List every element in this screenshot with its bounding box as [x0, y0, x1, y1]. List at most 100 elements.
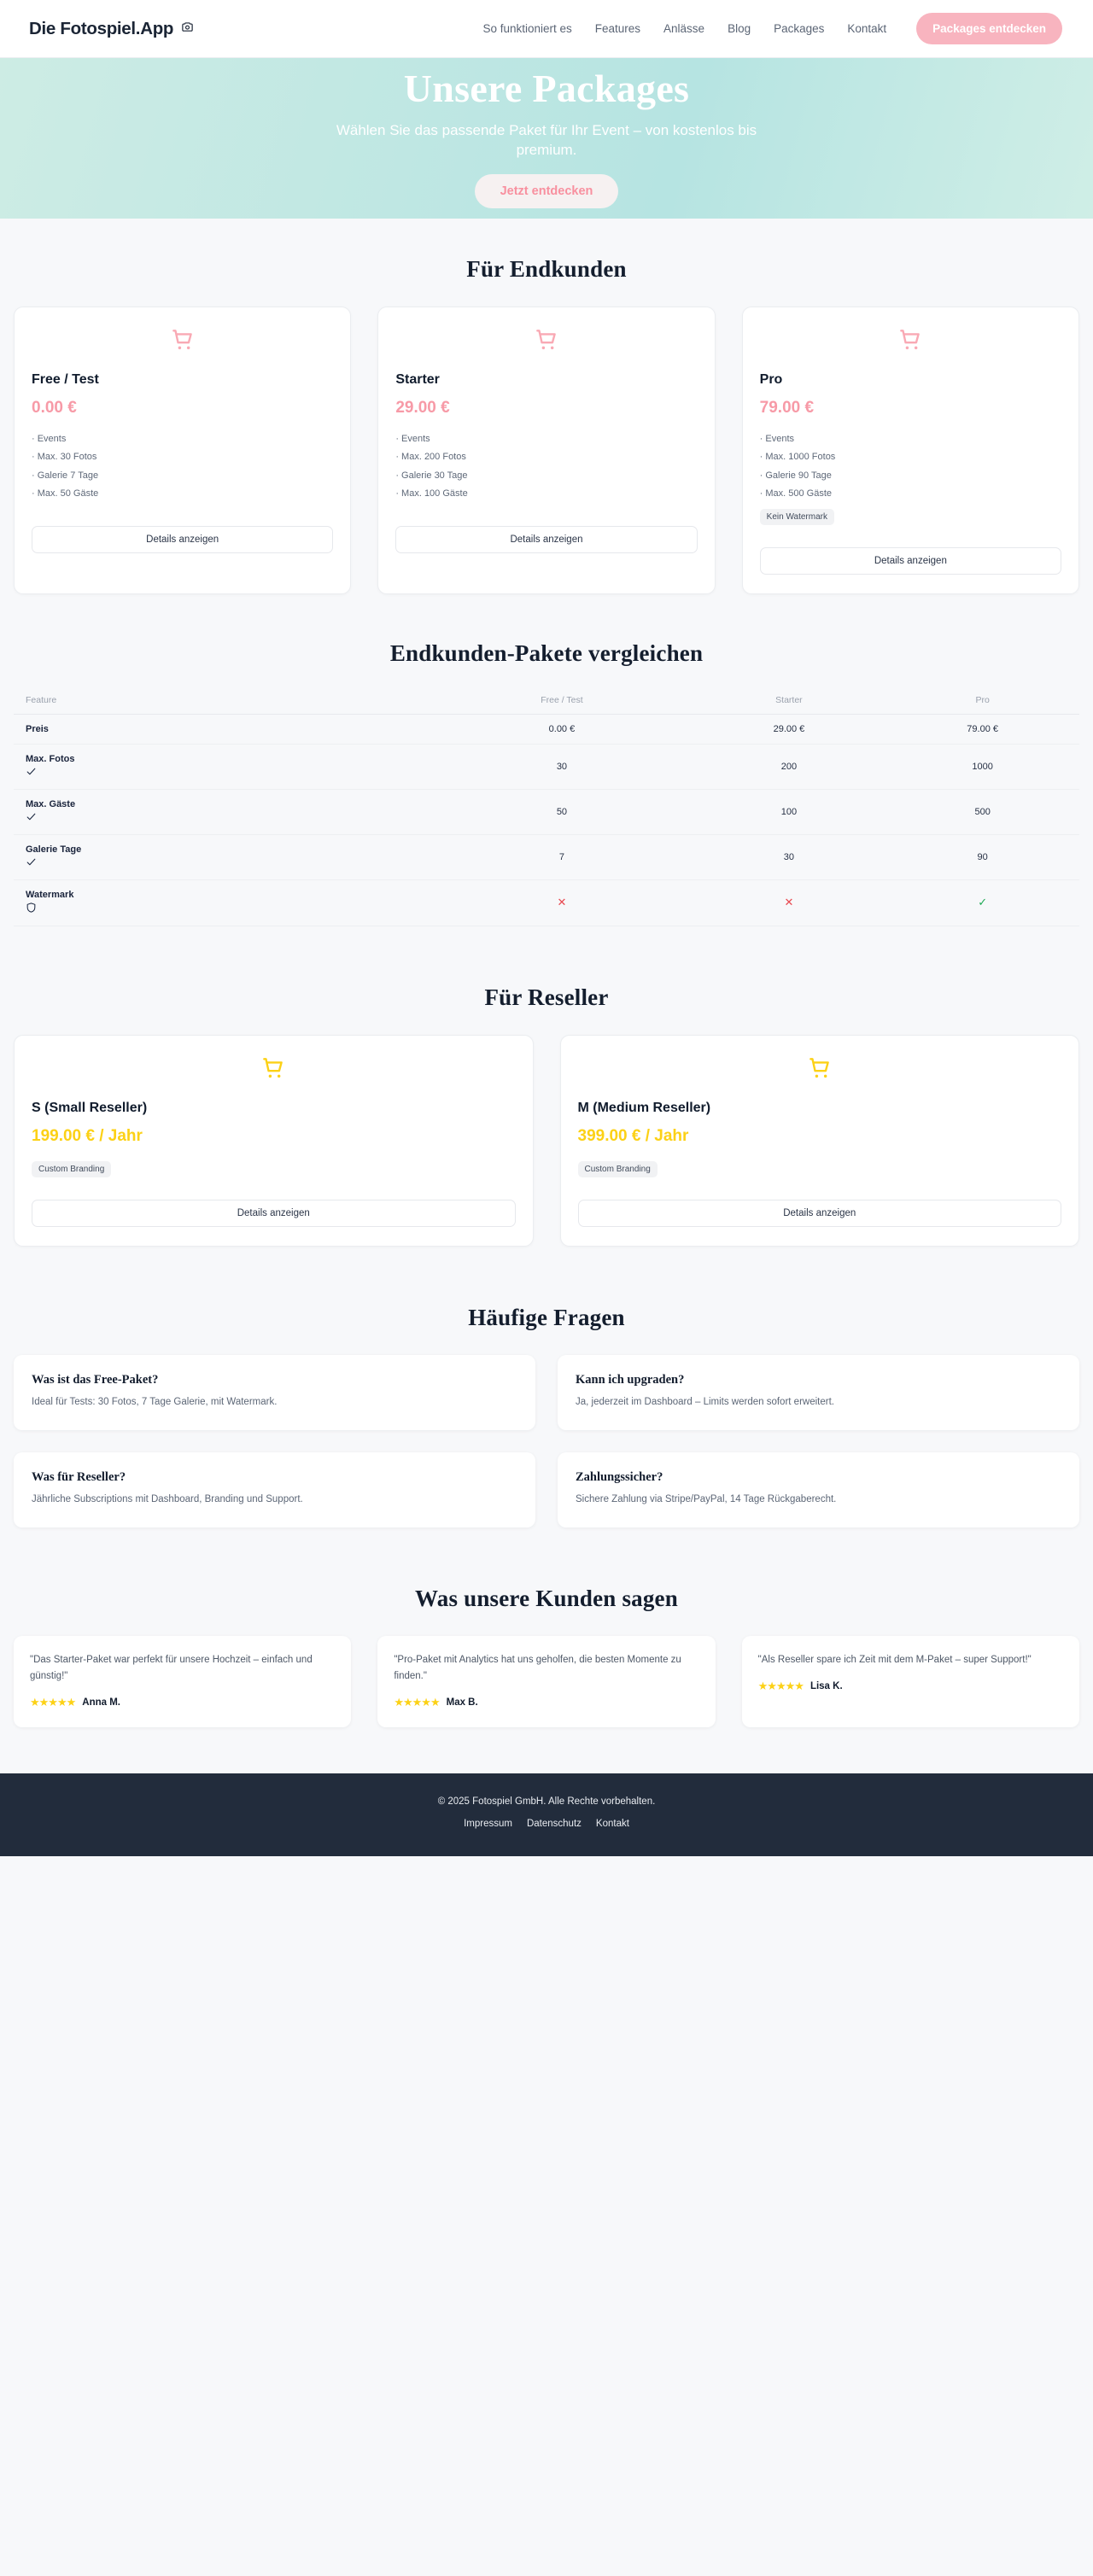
feature-name: Watermark: [26, 889, 74, 900]
row-feature-label: Watermark: [14, 879, 432, 926]
faq-answer: Jährliche Subscriptions mit Dashboard, B…: [32, 1494, 303, 1504]
testimonial-quote: "Als Reseller spare ich Zeit mit dem M-P…: [757, 1655, 1032, 1666]
details-anzeigen-button[interactable]: Details anzeigen: [32, 1199, 516, 1227]
brand-logo[interactable]: Die Fotospiel.App: [29, 19, 194, 39]
status-badge: Custom Branding: [577, 1160, 658, 1177]
faq-answer: Ja, jederzeit im Dashboard – Limits werd…: [576, 1396, 834, 1407]
check-icon: [26, 856, 431, 870]
cross-icon: ✕: [557, 896, 567, 909]
shopping-cart-icon: [395, 326, 697, 358]
feature-item: · Max. 50 Gäste: [32, 488, 99, 499]
cell-starter: 200: [692, 744, 886, 790]
testimonial-author: Lisa K.: [810, 1681, 843, 1692]
cell-pro: 500: [886, 789, 1079, 835]
feature-name: Max. Fotos: [26, 753, 75, 764]
testimonial-card: "Pro-Paket mit Analytics hat uns geholfe…: [377, 1636, 716, 1728]
table-row: Max. Gäste 50 100 500: [14, 789, 1079, 835]
details-anzeigen-button[interactable]: Details anzeigen: [32, 525, 334, 553]
feature-item: · Max. 500 Gäste: [759, 488, 833, 499]
endkunden-section: Für Endkunden Free / Test 0.00 € · Event…: [0, 219, 1093, 603]
cell-starter: 29.00 €: [692, 714, 886, 745]
camera-icon: [181, 20, 194, 38]
feature-item: · Events: [759, 434, 795, 444]
hero-subtitle: Wählen Sie das passende Paket für Ihr Ev…: [336, 121, 757, 159]
nav-item-packages[interactable]: Packages: [774, 22, 825, 35]
reseller-cards: S (Small Reseller) 199.00 € / Jahr Custo…: [14, 1034, 1079, 1247]
package-name: M (Medium Reseller): [577, 1100, 711, 1115]
cell-pro: ✓: [886, 879, 1079, 926]
table-row: Preis 0.00 € 29.00 € 79.00 €: [14, 714, 1079, 745]
column-header-pro: Pro: [886, 686, 1079, 715]
feature-name: Galerie Tage: [26, 844, 82, 855]
table-row: Max. Fotos 30 200 1000: [14, 744, 1079, 790]
faq-answer: Ideal für Tests: 30 Fotos, 7 Tage Galeri…: [32, 1396, 278, 1407]
star-rating: ★★★★★: [394, 1696, 440, 1709]
check-icon: [26, 811, 431, 825]
faq-section: Häufige Fragen Was ist das Free-Paket? I…: [0, 1255, 1093, 1537]
brand-name: Die Fotospiel.App: [29, 18, 174, 38]
faq-grid: Was ist das Free-Paket? Ideal für Tests:…: [14, 1354, 1079, 1528]
faq-title: Häufige Fragen: [468, 1304, 625, 1330]
faq-card[interactable]: Was für Reseller? Jährliche Subscription…: [14, 1452, 535, 1528]
pricing-card[interactable]: Starter 29.00 € · Events · Max. 200 Foto…: [377, 307, 716, 594]
package-name: Pro: [759, 372, 783, 387]
row-feature-label: Max. Fotos: [14, 744, 432, 790]
details-anzeigen-button[interactable]: Details anzeigen: [759, 546, 1061, 575]
feature-item: · Max. 100 Gäste: [395, 488, 468, 499]
reseller-section: Für Reseller S (Small Reseller) 199.00 €…: [0, 935, 1093, 1255]
packages-entdecken-button[interactable]: Packages entdecken: [916, 13, 1062, 44]
faq-card[interactable]: Was ist das Free-Paket? Ideal für Tests:…: [14, 1354, 535, 1430]
cell-pro: 90: [886, 834, 1079, 880]
testimonial-card: "Als Reseller spare ich Zeit mit dem M-P…: [741, 1636, 1079, 1728]
testimonial-cards: "Das Starter-Paket war perfekt für unser…: [14, 1636, 1079, 1728]
copyright-text: © 2025 Fotospiel GmbH. Alle Rechte vorbe…: [437, 1796, 656, 1808]
footer-link-impressum[interactable]: Impressum: [464, 1819, 512, 1830]
cross-icon: ✕: [784, 896, 794, 909]
cell-free: 7: [431, 834, 693, 880]
star-rating: ★★★★★: [757, 1679, 804, 1693]
package-features: · Events · Max. 1000 Fotos · Galerie 90 …: [760, 430, 1061, 504]
reseller-title: Für Reseller: [484, 984, 609, 1010]
package-name: Starter: [395, 372, 440, 387]
pricing-card[interactable]: Free / Test 0.00 € · Events · Max. 30 Fo…: [14, 307, 352, 594]
details-anzeigen-button[interactable]: Details anzeigen: [395, 525, 698, 553]
package-name: Free / Test: [32, 372, 99, 387]
testimonials-section: Was unsere Kunden sagen "Das Starter-Pak…: [0, 1536, 1093, 1736]
feature-item: · Max. 1000 Fotos: [759, 452, 836, 463]
endkunden-cards: Free / Test 0.00 € · Events · Max. 30 Fo…: [14, 307, 1079, 594]
jetzt-entdecken-button[interactable]: Jetzt entdecken: [474, 173, 619, 208]
site-header: Die Fotospiel.App So funktioniert es Fea…: [0, 0, 1093, 58]
testimonial-card: "Das Starter-Paket war perfekt für unser…: [14, 1636, 352, 1728]
main-nav: So funktioniert es Features Anlässe Blog…: [482, 13, 1062, 44]
faq-card[interactable]: Kann ich upgraden? Ja, jederzeit im Dash…: [558, 1354, 1079, 1430]
cell-free: 50: [431, 789, 693, 835]
pricing-card[interactable]: Pro 79.00 € · Events · Max. 1000 Fotos ·…: [741, 307, 1079, 594]
hero-title: Unsere Packages: [403, 67, 690, 111]
reseller-card[interactable]: S (Small Reseller) 199.00 € / Jahr Custo…: [14, 1034, 534, 1247]
nav-item-kontakt[interactable]: Kontakt: [847, 22, 887, 35]
package-features: · Events · Max. 30 Fotos · Galerie 7 Tag…: [32, 430, 333, 504]
details-anzeigen-button[interactable]: Details anzeigen: [577, 1199, 1061, 1227]
compare-section: Endkunden-Pakete vergleichen Feature Fre…: [0, 603, 1093, 935]
reseller-card[interactable]: M (Medium Reseller) 399.00 € / Jahr Cust…: [559, 1034, 1079, 1247]
nav-item-features[interactable]: Features: [594, 22, 641, 35]
check-icon: ✓: [978, 896, 988, 909]
feature-item: · Galerie 90 Tage: [759, 470, 832, 481]
package-features: · Events · Max. 200 Fotos · Galerie 30 T…: [395, 430, 697, 504]
row-feature-label: Galerie Tage: [14, 834, 432, 880]
cell-free: 30: [431, 744, 693, 790]
faq-card[interactable]: Zahlungssicher? Sichere Zahlung via Stri…: [558, 1452, 1079, 1528]
testimonials-title: Was unsere Kunden sagen: [415, 1586, 678, 1612]
status-badge: Custom Branding: [32, 1160, 112, 1177]
cell-free: ✕: [431, 879, 693, 926]
package-price: 399.00 € / Jahr: [577, 1126, 689, 1145]
nav-item-anlaesse[interactable]: Anlässe: [663, 22, 705, 35]
nav-item-so-funktioniert-es[interactable]: So funktioniert es: [482, 22, 572, 35]
compare-table: Feature Free / Test Starter Pro Preis 0.…: [14, 686, 1079, 926]
testimonial-footer: ★★★★★ Max B.: [394, 1696, 698, 1709]
nav-item-blog[interactable]: Blog: [728, 22, 751, 35]
footer-link-kontakt[interactable]: Kontakt: [595, 1819, 629, 1830]
feature-item: · Events: [32, 434, 67, 444]
testimonial-quote: "Das Starter-Paket war perfekt für unser…: [30, 1655, 313, 1682]
footer-link-datenschutz[interactable]: Datenschutz: [526, 1819, 582, 1830]
